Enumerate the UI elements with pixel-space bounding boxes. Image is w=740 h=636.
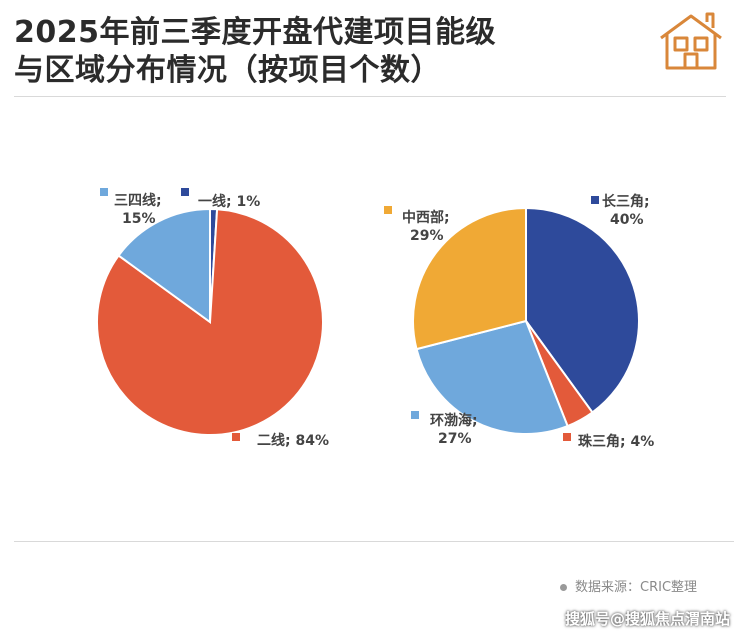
source-text: 数据来源：CRIC整理	[575, 580, 698, 595]
legend-marker	[591, 196, 599, 204]
slice-label: 环渤海; 27%	[430, 412, 478, 447]
slice-label: 一线; 1%	[198, 193, 260, 210]
legend-marker	[232, 433, 240, 441]
slice-label: 三四线; 15%	[114, 192, 162, 227]
title-line-2: 与区域分布情况（按项目个数）	[14, 53, 441, 88]
pie-slice	[415, 319, 569, 435]
legend-marker	[563, 433, 571, 441]
legend-marker	[384, 206, 392, 214]
source-note: 数据来源：CRIC整理	[560, 576, 697, 595]
bottom-divider	[14, 541, 734, 542]
pie-slice	[117, 207, 211, 324]
chart-title: 2025年前三季度开盘代建项目能级 与区域分布情况（按项目个数）	[14, 14, 496, 90]
pie-chart-tier: 一线; 1% 二线; 84% 三四线; 15%	[96, 188, 329, 449]
slice-label: 二线; 84%	[257, 432, 329, 449]
slice-label: 中西部; 29%	[402, 209, 450, 244]
slice-label: 珠三角; 4%	[578, 433, 654, 450]
top-divider	[14, 96, 726, 97]
pie-chart-region: 长三角; 40% 珠三角; 4% 环渤海; 27% 中西部; 29%	[384, 193, 654, 450]
legend-marker	[411, 411, 419, 419]
bullet-icon	[560, 584, 567, 591]
slice-label: 长三角; 40%	[602, 193, 650, 228]
pie-slice	[525, 206, 640, 414]
legend-marker	[181, 188, 189, 196]
watermark-credit: 搜狐号@搜狐焦点渭南站	[564, 610, 730, 628]
house-logo-icon	[660, 12, 722, 70]
pie-slice	[412, 206, 527, 351]
title-line-1: 2025年前三季度开盘代建项目能级	[14, 15, 496, 50]
legend-marker	[100, 188, 108, 196]
